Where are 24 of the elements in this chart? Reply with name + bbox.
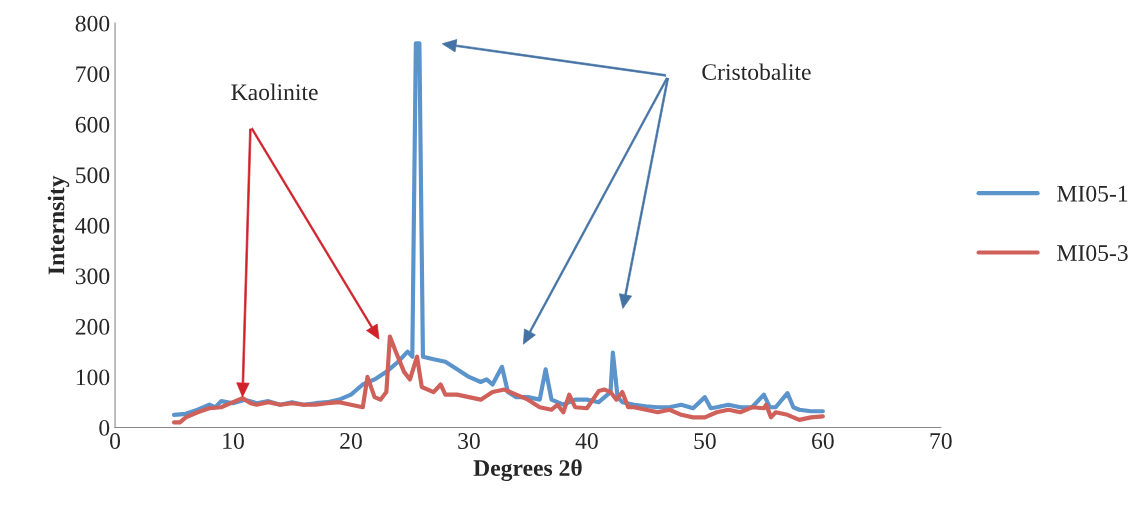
x-tick-label: 50 [694, 432, 716, 449]
x-tick-label: 40 [575, 432, 598, 449]
annotation: Kaolinite [231, 83, 318, 101]
y-tick-label: 800 [75, 15, 110, 32]
x-tick-label: 30 [458, 432, 480, 449]
x-tick-label: 0 [110, 432, 121, 449]
y-tick-label: 700 [76, 66, 110, 83]
y-tick-label: 500 [76, 167, 110, 184]
y-tick-label: 400 [75, 217, 110, 234]
legend-label: MI05-1 [1057, 185, 1128, 202]
x-tick-label: 20 [340, 432, 362, 449]
x-tick-label: 10 [223, 432, 244, 449]
line-series [171, 334, 825, 425]
y-axis-title: Internsity [47, 175, 70, 275]
x-tick-label: 70 [930, 432, 952, 449]
y-tick-label: 100 [76, 369, 110, 386]
annotation: Cristobalite [702, 63, 811, 81]
y-tick-label: 600 [75, 116, 110, 133]
y-tick-label: 300 [75, 268, 110, 285]
y-tick-label: 200 [75, 318, 110, 335]
y-tick-label: 0 [99, 419, 110, 436]
x-tick-label: 60 [812, 432, 834, 449]
x-axis-title: Degrees 2θ [473, 459, 582, 481]
legend-label: MI05-3 [1057, 245, 1128, 261]
